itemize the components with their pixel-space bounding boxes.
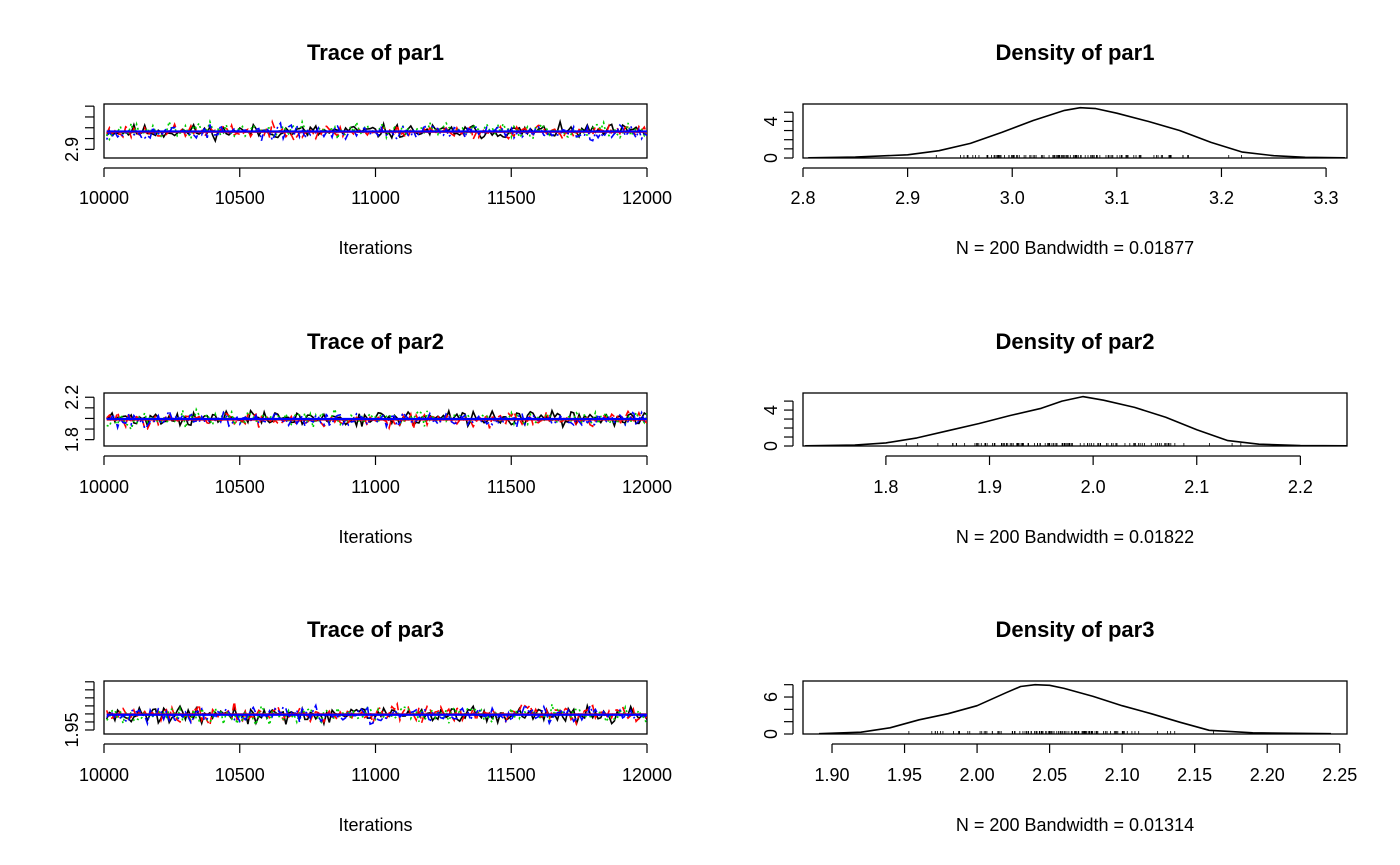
x-tick-label: 12000 (622, 765, 672, 785)
panel-title: Density of par1 (996, 40, 1155, 65)
y-tick-label: 1.95 (62, 712, 82, 747)
x-tick-label: 2.1 (1184, 477, 1209, 497)
panel-4: Density of par2 1.8 1.9 2.0 2.1 2.2 0 4 N = 200 … (761, 329, 1348, 547)
x-tick-label: 12000 (622, 188, 672, 208)
x-axis-label: N = 200 Bandwidth = 0.01822 (956, 527, 1194, 547)
x-tick-label: 3.2 (1209, 188, 1234, 208)
plot-frame (802, 680, 1348, 735)
x-tick-label: 2.0 (1081, 477, 1106, 497)
panel-title: Density of par3 (996, 617, 1155, 642)
x-axis-label: Iterations (338, 238, 412, 258)
x-tick-label: 10500 (215, 188, 265, 208)
x-tick-label: 1.95 (887, 765, 922, 785)
y-tick-label: 1.8 (62, 427, 82, 452)
y-tick-label: 0 (761, 153, 781, 163)
density-curve (805, 395, 1347, 446)
x-tick-label: 3.1 (1104, 188, 1129, 208)
y-tick-label: 2.9 (62, 137, 82, 162)
y-tick-label: 0 (761, 441, 781, 451)
panel-3: Trace of par2 10000 10500 11000 11500 12000 1.… (62, 329, 672, 547)
x-axis-label: Iterations (338, 815, 412, 835)
x-tick-label: 1.8 (873, 477, 898, 497)
x-tick-label: 11000 (351, 477, 400, 497)
panel-title: Trace of par3 (307, 617, 444, 642)
trace-series-2 (105, 701, 647, 728)
x-tick-label: 11500 (487, 765, 536, 785)
x-tick-label: 11500 (487, 188, 536, 208)
x-tick-label: 2.25 (1322, 765, 1357, 785)
x-tick-label: 1.90 (814, 765, 849, 785)
x-tick-label: 2.15 (1177, 765, 1212, 785)
trace-series-4 (106, 702, 647, 727)
panel-title: Trace of par1 (307, 40, 444, 65)
rug-marks (905, 443, 1242, 446)
panel-title: Trace of par2 (307, 329, 444, 354)
x-tick-label: 10000 (79, 188, 129, 208)
x-tick-label: 1.9 (977, 477, 1002, 497)
x-axis-label: N = 200 Bandwidth = 0.01877 (956, 238, 1194, 258)
trace-series-4 (106, 408, 647, 431)
x-axis-label: N = 200 Bandwidth = 0.01314 (956, 815, 1194, 835)
x-tick-label: 10000 (79, 765, 129, 785)
x-tick-label: 2.05 (1032, 765, 1067, 785)
x-tick-label: 2.20 (1250, 765, 1285, 785)
x-tick-label: 11000 (351, 765, 400, 785)
panel-2: Density of par1 2.8 2.9 3.0 3.1 3.2 3.3 0 4 N = 2… (761, 40, 1348, 258)
trace-series-4 (105, 121, 647, 143)
x-tick-label: 11000 (351, 188, 400, 208)
panel-5: Trace of par3 10000 10500 11000 11500 12000 1.… (62, 617, 672, 835)
x-tick-label: 10500 (215, 765, 265, 785)
panel-6: Density of par3 1.90 1.95 2.00 2.05 2.10 2.15 2… (761, 617, 1357, 835)
rug-marks (935, 155, 1242, 158)
x-tick-label: 11500 (487, 477, 536, 497)
panel-title: Density of par2 (996, 329, 1155, 354)
x-tick-label: 3.3 (1314, 188, 1339, 208)
x-tick-label: 10000 (79, 477, 129, 497)
density-curve (808, 106, 1345, 158)
x-tick-label: 2.00 (960, 765, 995, 785)
trace-series-3 (106, 406, 647, 432)
rug-marks (908, 731, 1214, 734)
plot-frame (802, 392, 1348, 447)
y-tick-label: 2.2 (62, 385, 82, 410)
y-tick-label: 4 (761, 405, 781, 415)
x-tick-label: 2.8 (790, 188, 815, 208)
x-tick-label: 2.2 (1288, 477, 1313, 497)
panel-1: Trace of par1 10000 10500 11000 11500 12000 2.… (62, 40, 672, 258)
x-axis-label: Iterations (338, 527, 412, 547)
plot-frame (802, 103, 1348, 159)
x-tick-label: 10500 (215, 477, 265, 497)
y-tick-label: 0 (761, 729, 781, 739)
y-tick-label: 4 (761, 116, 781, 126)
x-tick-label: 3.0 (1000, 188, 1025, 208)
plot-frame (103, 680, 648, 735)
x-tick-label: 2.9 (895, 188, 920, 208)
y-tick-label: 6 (761, 692, 781, 702)
density-curve (818, 683, 1332, 734)
x-tick-label: 12000 (622, 477, 672, 497)
x-tick-label: 2.10 (1105, 765, 1140, 785)
